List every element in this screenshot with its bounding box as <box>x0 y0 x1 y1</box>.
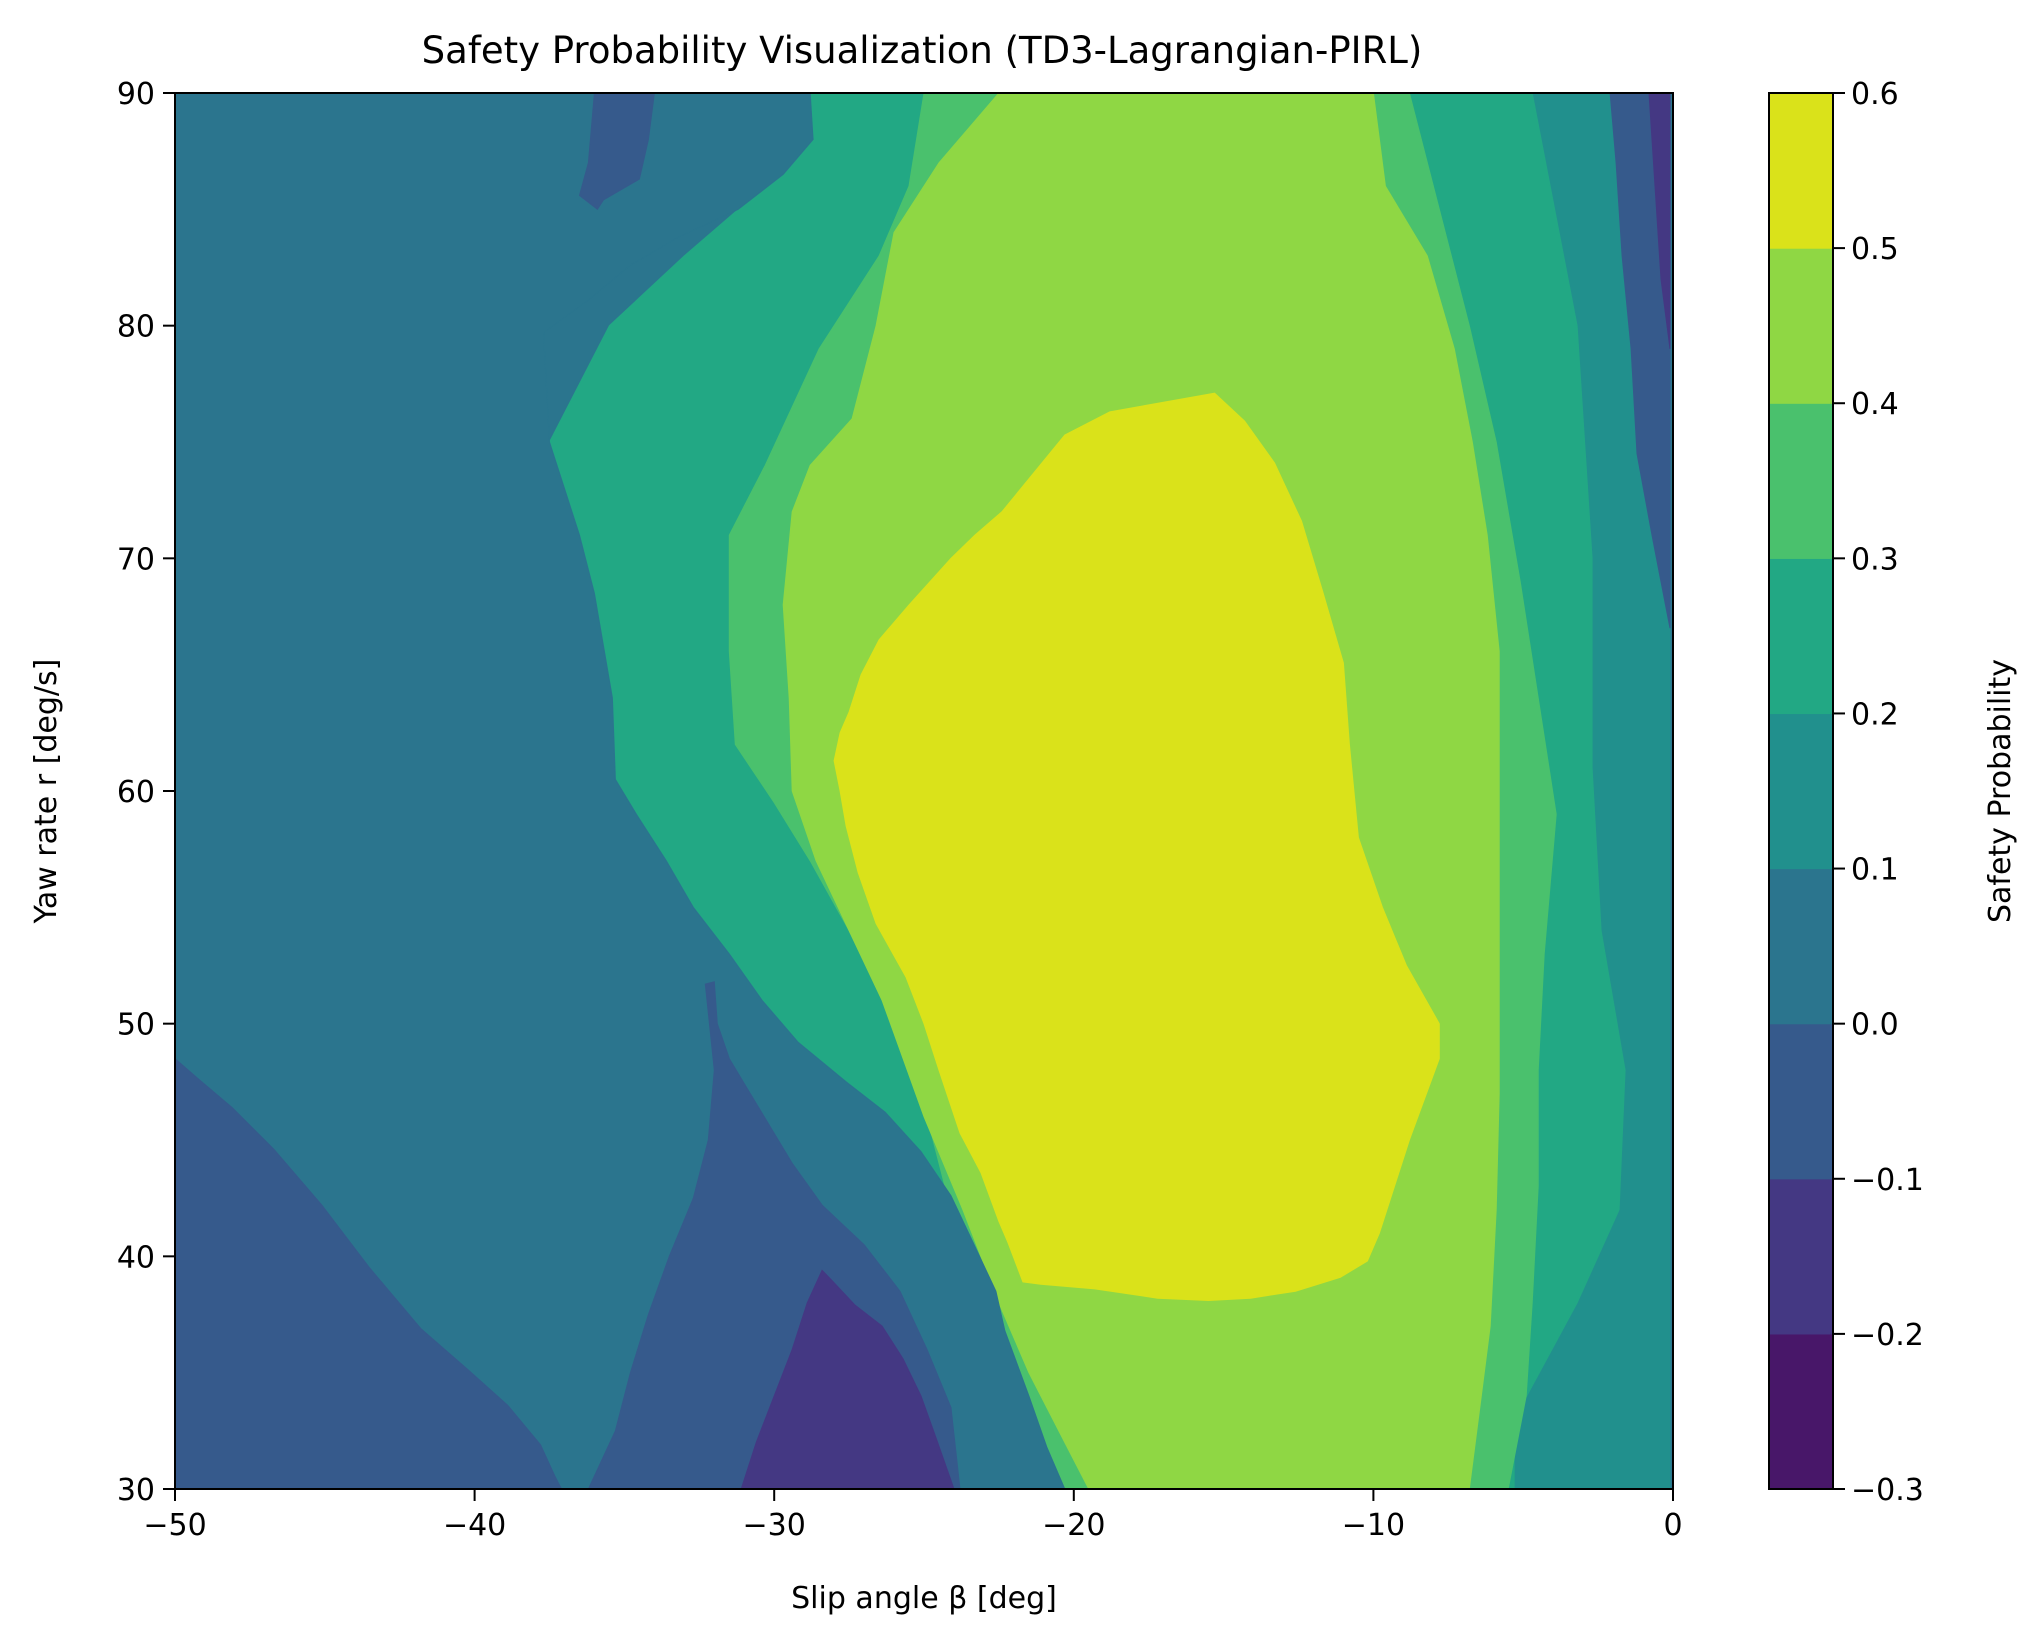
colorbar-frame <box>1768 92 1834 1490</box>
y-tick-label: 50 <box>117 1008 155 1043</box>
colorbar-tick-label: 0.2 <box>1851 697 1899 732</box>
colorbar <box>1769 93 1833 1490</box>
contour-band-neg0.2-neg0.1 <box>740 1269 955 1489</box>
colorbar-ticks: −0.3 −0.2 −0.1 0.0 0.1 0.2 0.3 0.4 0.5 0.6 <box>1833 77 1924 1508</box>
colorbar-segment <box>1769 93 1833 249</box>
colorbar-segment <box>1769 1333 1833 1490</box>
contour-band-neg0.1-0.0-top <box>578 93 655 211</box>
colorbar-segment <box>1769 558 1833 715</box>
colorbar-tick-label: 0.3 <box>1851 542 1899 577</box>
contour-band-neg0.1-0.0-left <box>175 1057 563 1489</box>
y-tick-label: 60 <box>117 775 155 810</box>
colorbar-segment <box>1769 713 1833 870</box>
colorbar-tick-label: 0.6 <box>1851 77 1899 112</box>
y-tick-label: 80 <box>117 310 155 345</box>
colorbar-segment <box>1769 868 1833 1025</box>
contour-band-0.5-0.6 <box>833 392 1440 1302</box>
colorbar-tick-label: −0.3 <box>1851 1473 1924 1508</box>
x-axis-label: Slip angle β [deg] <box>791 1581 1057 1616</box>
x-tick-label: 0 <box>1663 1508 1682 1543</box>
colorbar-tick-label: 0.4 <box>1851 387 1899 422</box>
y-axis-label: Yaw rate r [deg/s] <box>29 659 64 925</box>
y-tick-label: 40 <box>117 1240 155 1275</box>
contour-band-neg0.2-neg0.1-right <box>1648 93 1671 349</box>
x-tick-label: −30 <box>743 1508 806 1543</box>
y-tick-label: 70 <box>117 542 155 577</box>
y-tick-label: 30 <box>117 1473 155 1508</box>
contour-band-0.0-0.1 <box>175 93 1066 1489</box>
contour-regions <box>175 93 1673 1489</box>
colorbar-tick-label: 0.5 <box>1851 232 1899 267</box>
colorbar-segment <box>1769 403 1833 559</box>
colorbar-tick-label: 0.0 <box>1851 1008 1899 1043</box>
x-axis-ticks: −50 −40 −30 −20 −10 0 <box>143 1489 1683 1543</box>
y-tick-label: 90 <box>117 77 155 112</box>
colorbar-tick-label: −0.2 <box>1851 1318 1924 1353</box>
colorbar-tick-label: −0.1 <box>1851 1163 1924 1198</box>
colorbar-segment <box>1769 1023 1833 1180</box>
x-tick-label: −50 <box>143 1508 206 1543</box>
colorbar-segment <box>1769 248 1833 404</box>
colorbar-label: Safety Probability <box>1983 659 2018 923</box>
x-tick-label: −20 <box>1042 1508 1105 1543</box>
y-axis-ticks: 30 40 50 60 70 80 90 <box>117 77 175 1508</box>
x-tick-label: −40 <box>443 1508 506 1543</box>
chart-title: Safety Probability Visualization (TD3-La… <box>422 29 1423 72</box>
colorbar-tick-label: 0.1 <box>1851 853 1899 888</box>
colorbar-segment <box>1769 1178 1833 1335</box>
x-tick-label: −10 <box>1342 1508 1405 1543</box>
